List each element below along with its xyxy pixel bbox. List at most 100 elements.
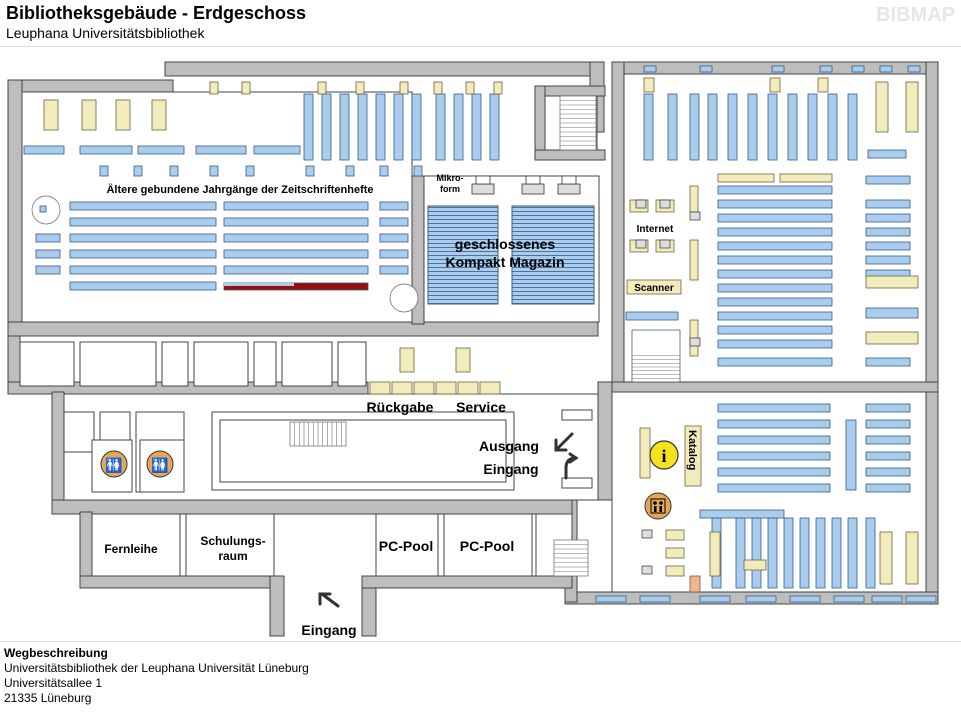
brand-logo: BIBMAP	[876, 4, 955, 26]
shelf	[807, 93, 818, 161]
shelf	[717, 283, 833, 293]
label-magazin-2: Kompakt Magazin	[445, 254, 564, 270]
shelf	[643, 65, 657, 73]
shelf	[69, 249, 217, 259]
shelf	[471, 93, 482, 161]
arrow-icon	[318, 432, 579, 608]
shelf	[717, 241, 833, 251]
shelf	[303, 93, 314, 161]
desk	[817, 77, 829, 93]
shelf-marker	[209, 165, 219, 177]
info-icon[interactable]: i	[649, 440, 679, 470]
svg-text:i: i	[661, 446, 666, 466]
shelf-marker	[379, 165, 389, 177]
shelf	[321, 93, 332, 161]
label-ausgang: Ausgang	[479, 438, 539, 454]
shelf	[865, 175, 911, 185]
shelf	[643, 93, 654, 161]
shelf	[69, 265, 217, 275]
shelf	[831, 517, 842, 589]
desk	[369, 381, 391, 395]
shelf	[717, 199, 833, 209]
shelf	[717, 325, 833, 335]
shelf	[137, 145, 185, 155]
shelf	[195, 145, 247, 155]
shelf	[379, 217, 409, 227]
shelf	[717, 403, 831, 413]
shelf	[865, 255, 911, 265]
shelf	[865, 403, 911, 413]
desk	[43, 99, 59, 131]
shelf	[699, 509, 785, 519]
desk	[665, 529, 685, 541]
shelf	[751, 517, 762, 589]
desk	[865, 331, 919, 345]
shelf	[767, 93, 778, 161]
printer-icon	[471, 175, 581, 195]
compact-shelf	[427, 205, 499, 305]
shelf	[879, 65, 893, 73]
desk	[355, 81, 365, 95]
shelf	[865, 483, 911, 493]
shelf	[727, 93, 738, 161]
desk	[779, 173, 833, 183]
shelf	[339, 93, 350, 161]
shelf-marker	[413, 165, 423, 177]
restroom-icon: 🚻	[146, 450, 174, 478]
shelf	[833, 595, 865, 603]
shelf	[223, 265, 369, 275]
shelf	[717, 451, 831, 461]
label-schulungsraum-1: Schulungs-	[200, 534, 265, 548]
shelf	[871, 595, 903, 603]
desk	[209, 81, 219, 95]
desk	[879, 531, 893, 585]
label-eingang-right: Eingang	[483, 461, 538, 477]
label-fernleihe: Fernleihe	[104, 542, 158, 556]
shelf-marker	[345, 165, 355, 177]
desk	[317, 81, 327, 95]
shelf	[865, 517, 876, 589]
shelf	[489, 93, 500, 161]
shelf	[767, 517, 778, 589]
desk	[399, 347, 415, 373]
shelf	[639, 595, 671, 603]
desks	[43, 77, 919, 585]
shelf	[865, 435, 911, 445]
shelf	[717, 185, 833, 195]
desk	[665, 547, 685, 559]
page-subtitle: Leuphana Universitätsbibliothek	[6, 25, 205, 41]
shelf	[717, 213, 833, 223]
shelf	[379, 201, 409, 211]
shelf	[865, 241, 911, 251]
shelf	[379, 265, 409, 275]
shelf	[907, 65, 921, 73]
footer: Wegbeschreibung Universitätsbibliothek d…	[4, 646, 309, 706]
desk	[689, 239, 699, 281]
shelf	[39, 205, 47, 213]
shelves	[23, 65, 937, 603]
label-rueckgabe: Rückgabe	[367, 399, 434, 415]
label-magazin-1: geschlossenes	[455, 236, 556, 252]
shelf	[865, 467, 911, 477]
shelf	[717, 483, 831, 493]
desk	[391, 381, 413, 395]
compact-shelf	[511, 205, 595, 305]
desk	[717, 173, 775, 183]
shelf	[865, 307, 919, 319]
page-title: Bibliotheksgebäude - Erdgeschoss	[6, 3, 307, 23]
desk	[479, 381, 501, 395]
shelf	[847, 517, 858, 589]
shelf	[827, 93, 838, 161]
shelf	[379, 233, 409, 243]
shelf	[435, 93, 446, 161]
shelf	[223, 201, 369, 211]
footer-line-3: 21335 Lüneburg	[4, 691, 92, 705]
shelf	[735, 517, 746, 589]
desk	[413, 381, 435, 395]
shelf	[379, 249, 409, 259]
shelf	[717, 311, 833, 321]
shelf	[595, 595, 627, 603]
highlighted-shelf[interactable]	[223, 282, 369, 291]
shelf-marker	[305, 165, 315, 177]
computer-icon	[635, 199, 701, 575]
